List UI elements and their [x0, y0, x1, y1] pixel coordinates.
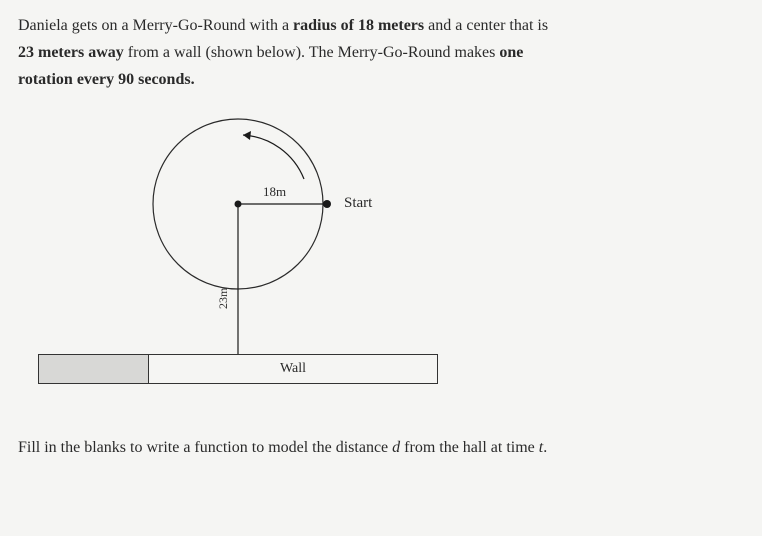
text-segment: Daniela gets on a Merry-Go-Round with a [18, 17, 293, 34]
text-segment: from a wall (shown below). The Merry-Go-… [124, 44, 500, 61]
start-dot [323, 200, 331, 208]
merry-go-round-svg [78, 104, 438, 364]
problem-statement: Daniela gets on a Merry-Go-Round with a … [18, 12, 744, 94]
prompt: Fill in the blanks to write a function t… [18, 434, 744, 461]
variable-d: d [392, 439, 400, 456]
bold-segment: one [499, 44, 523, 61]
radius-label: 18m [263, 184, 286, 200]
text-segment: Fill in the blanks to write a function t… [18, 439, 392, 456]
diagram: 18m 23m Start Wall [18, 104, 744, 414]
wall: Wall [38, 354, 438, 384]
wall-shaded [39, 355, 149, 383]
text-segment: . [543, 439, 547, 456]
text-segment: and a center that is [424, 17, 548, 34]
text-segment: from the hall at time [400, 439, 539, 456]
bold-segment: radius of 18 meters [293, 17, 424, 34]
start-label: Start [344, 195, 372, 212]
bold-segment: rotation every 90 seconds. [18, 71, 195, 88]
bold-segment: 23 meters away [18, 44, 124, 61]
distance-label: 23m [216, 287, 231, 308]
arrow-icon [243, 131, 251, 140]
wall-label: Wall [149, 355, 437, 383]
